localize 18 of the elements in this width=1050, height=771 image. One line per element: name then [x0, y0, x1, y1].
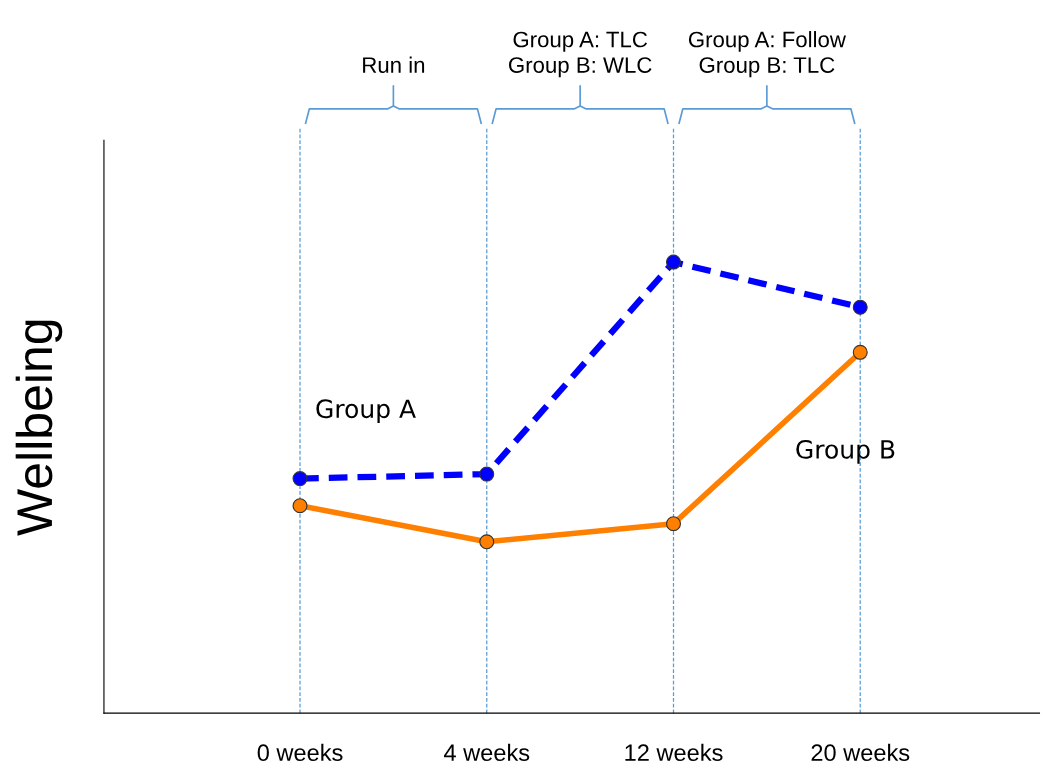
x-tick-label: 20 weeks — [811, 743, 910, 762]
point — [665, 254, 681, 270]
text: Group A: Follow Group B: TLC — [688, 31, 846, 78]
point — [479, 534, 495, 550]
point — [852, 299, 868, 315]
x-tick-label: 4 weeks — [444, 743, 530, 762]
text: Group A: TLC Group B: WLC — [509, 31, 652, 78]
series-label: Group B — [796, 439, 895, 464]
point — [479, 466, 495, 482]
text: Run in — [363, 56, 425, 73]
point — [665, 516, 681, 532]
point — [292, 471, 308, 487]
x-tick-label: 0 weeks — [257, 743, 343, 762]
x-tick-label: 12 weeks — [625, 743, 723, 762]
text: Group A — [316, 399, 416, 424]
y-axis-title: Wellbeing — [15, 320, 63, 536]
point — [292, 498, 308, 514]
point — [852, 344, 868, 360]
